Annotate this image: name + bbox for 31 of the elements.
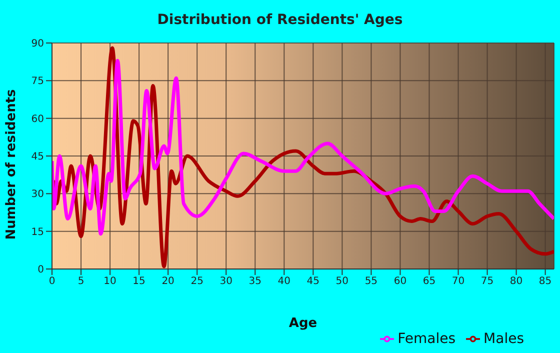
x-tick-label: 35 xyxy=(248,276,262,288)
x-tick-label: 50 xyxy=(336,276,349,288)
x-tick-label: 75 xyxy=(480,276,494,288)
x-tick-label: 40 xyxy=(278,276,291,288)
x-axis-title: Age xyxy=(288,316,318,331)
x-tick-label: 10 xyxy=(104,276,116,288)
x-tick-label: 25 xyxy=(190,276,204,288)
x-tick-label: 65 xyxy=(422,276,436,288)
x-tick-label: 5 xyxy=(78,276,84,288)
legend-label: Females xyxy=(398,331,456,347)
chart-title: Distribution of Residents' Ages xyxy=(156,12,404,28)
y-tick-label: 30 xyxy=(31,189,44,200)
y-axis-title: Number of residents xyxy=(4,88,19,240)
x-tick-label: 20 xyxy=(162,276,174,288)
x-tick-label: 30 xyxy=(220,276,232,288)
y-tick-label: 45 xyxy=(31,152,44,163)
x-tick-label: 70 xyxy=(452,276,465,288)
x-tick-label: 15 xyxy=(132,276,146,288)
x-tick-label: 60 xyxy=(394,276,407,288)
x-tick-label: 80 xyxy=(510,276,523,288)
y-tick-label: 90 xyxy=(31,38,44,50)
y-tick-label: 15 xyxy=(31,226,44,238)
x-tick-label: 0 xyxy=(48,276,56,288)
y-tick-label: 0 xyxy=(38,264,44,276)
y-tick-label: 75 xyxy=(31,76,44,88)
x-tick-label: 55 xyxy=(364,276,378,288)
x-tick-label: 45 xyxy=(306,276,320,288)
line-series xyxy=(52,58,554,236)
legend-label: Males xyxy=(484,331,524,347)
x-tick-label: 85 xyxy=(538,276,552,288)
y-tick-label: 60 xyxy=(31,114,44,125)
